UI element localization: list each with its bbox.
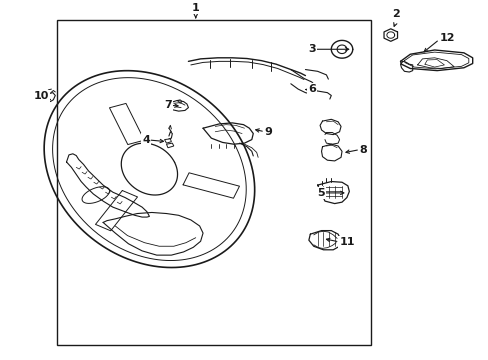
- Text: 1: 1: [191, 3, 199, 13]
- Polygon shape: [164, 139, 171, 143]
- Text: 2: 2: [391, 9, 399, 19]
- Polygon shape: [166, 143, 173, 148]
- Text: 3: 3: [307, 44, 315, 54]
- Text: 11: 11: [339, 237, 354, 247]
- Text: 9: 9: [264, 127, 271, 137]
- Text: 12: 12: [439, 32, 454, 42]
- Text: 5: 5: [317, 188, 325, 198]
- Text: 4: 4: [142, 135, 150, 145]
- Text: 10: 10: [34, 91, 49, 101]
- Bar: [57, 20, 370, 345]
- Text: 6: 6: [307, 84, 315, 94]
- Text: 7: 7: [163, 100, 171, 110]
- Text: 8: 8: [358, 144, 366, 154]
